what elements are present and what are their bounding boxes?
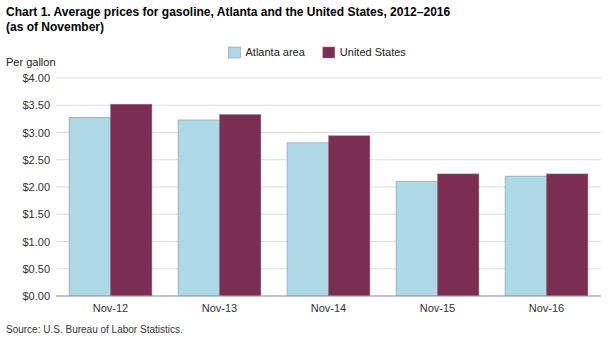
legend-swatch — [323, 47, 335, 58]
y-tick-label: $0.50 — [22, 263, 50, 275]
bar — [547, 174, 588, 296]
subtitle: (as of November) — [6, 20, 104, 34]
bar — [69, 117, 110, 296]
bar — [287, 143, 328, 296]
title: Chart 1. Average prices for gasoline, At… — [6, 5, 450, 19]
grid — [56, 78, 601, 296]
y-tick-label: $2.00 — [22, 181, 50, 193]
y-tick-label: $4.00 — [22, 72, 50, 84]
x-tick-label: Nov-15 — [420, 302, 455, 314]
y-tick-label: $3.00 — [22, 127, 50, 139]
x-tick-label: Nov-13 — [202, 302, 237, 314]
bars — [69, 104, 588, 296]
bar — [220, 115, 261, 296]
x-tick-label: Nov-16 — [529, 302, 564, 314]
x-axis-line — [56, 296, 601, 297]
y-tick-label: $3.50 — [22, 99, 50, 111]
grid-line — [56, 296, 601, 297]
y-tick-label: $1.00 — [22, 236, 50, 248]
bar — [329, 136, 370, 296]
chart: Chart 1. Average prices for gasoline, At… — [0, 0, 615, 341]
x-tick-label: Nov-12 — [93, 302, 128, 314]
y-tick-label: $1.50 — [22, 208, 50, 220]
source-note: Source: U.S. Bureau of Labor Statistics. — [6, 324, 183, 335]
bar — [438, 174, 479, 296]
y-tick-label: $0.00 — [22, 290, 50, 302]
legend-label: United States — [340, 46, 407, 58]
grid-line — [56, 78, 601, 79]
bar — [505, 176, 546, 296]
legend-label: Atlanta area — [246, 46, 306, 58]
legend-swatch — [229, 47, 241, 58]
y-tick-label: $2.50 — [22, 154, 50, 166]
y-axis-label: Per gallon — [6, 56, 56, 68]
x-tick-label: Nov-14 — [311, 302, 346, 314]
bar — [396, 182, 437, 296]
legend: Atlanta area United States — [229, 46, 407, 58]
bar — [178, 120, 219, 296]
bar — [111, 104, 152, 296]
